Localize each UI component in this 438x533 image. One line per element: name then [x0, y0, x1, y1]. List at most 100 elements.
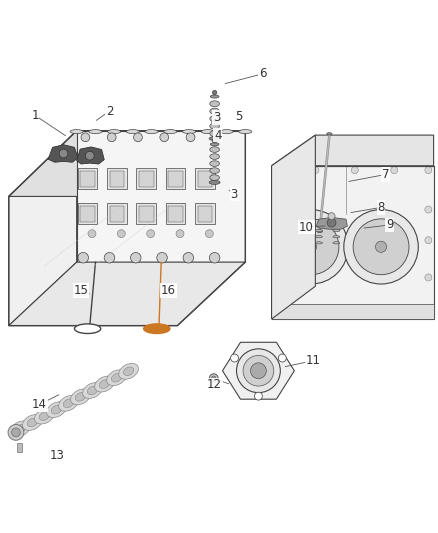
Text: 3: 3 [213, 111, 220, 124]
Bar [107, 204, 127, 224]
Ellipse shape [87, 386, 98, 395]
Ellipse shape [210, 101, 219, 107]
Circle shape [237, 349, 280, 393]
Bar [198, 206, 212, 222]
Circle shape [209, 253, 220, 263]
Circle shape [391, 167, 398, 174]
Ellipse shape [220, 130, 233, 134]
Bar [110, 171, 124, 187]
Bar [78, 204, 97, 224]
Bar [137, 168, 156, 189]
Text: 6: 6 [259, 67, 267, 80]
Circle shape [279, 354, 286, 362]
Circle shape [186, 133, 195, 142]
Ellipse shape [71, 389, 90, 405]
Circle shape [104, 253, 115, 263]
Text: 9: 9 [386, 219, 394, 231]
Polygon shape [77, 147, 104, 164]
Ellipse shape [46, 402, 66, 417]
Text: 12: 12 [207, 378, 222, 391]
Polygon shape [9, 131, 77, 326]
Ellipse shape [210, 175, 219, 180]
Text: 15: 15 [74, 284, 88, 297]
Ellipse shape [119, 364, 138, 379]
Circle shape [254, 392, 262, 400]
Bar [195, 204, 215, 224]
Ellipse shape [145, 130, 158, 134]
Text: 1: 1 [31, 109, 39, 122]
Ellipse shape [107, 370, 127, 385]
Ellipse shape [70, 130, 83, 134]
Ellipse shape [210, 123, 219, 129]
Ellipse shape [74, 324, 101, 334]
Text: 2: 2 [106, 104, 113, 117]
Circle shape [425, 237, 432, 244]
Circle shape [176, 230, 184, 238]
Polygon shape [9, 131, 245, 197]
Circle shape [85, 151, 94, 160]
Circle shape [391, 307, 398, 314]
Ellipse shape [126, 130, 139, 134]
Circle shape [212, 91, 217, 95]
Circle shape [183, 253, 194, 263]
Circle shape [275, 167, 282, 174]
Ellipse shape [83, 383, 102, 398]
Circle shape [212, 139, 217, 143]
Ellipse shape [210, 147, 219, 152]
Ellipse shape [15, 425, 25, 433]
Ellipse shape [317, 230, 322, 232]
Ellipse shape [144, 324, 170, 334]
Circle shape [283, 219, 339, 274]
Ellipse shape [210, 108, 219, 114]
Text: 3: 3 [231, 188, 238, 201]
Bar [110, 206, 124, 222]
Ellipse shape [209, 136, 220, 141]
Ellipse shape [210, 131, 219, 136]
Circle shape [131, 253, 141, 263]
Ellipse shape [164, 130, 177, 134]
Ellipse shape [210, 161, 219, 166]
Polygon shape [272, 135, 434, 166]
Circle shape [327, 219, 336, 227]
Ellipse shape [201, 130, 214, 134]
Polygon shape [9, 262, 245, 326]
Text: 13: 13 [49, 449, 64, 462]
Circle shape [147, 230, 155, 238]
Circle shape [351, 167, 358, 174]
Ellipse shape [183, 130, 196, 134]
Text: 5: 5 [235, 110, 242, 123]
Ellipse shape [59, 395, 78, 411]
Bar [78, 168, 97, 189]
Polygon shape [316, 217, 347, 229]
Circle shape [305, 241, 317, 252]
Ellipse shape [99, 380, 110, 389]
Circle shape [425, 274, 432, 281]
Circle shape [59, 149, 68, 158]
Text: 11: 11 [306, 354, 321, 367]
Text: 16: 16 [161, 284, 176, 297]
Ellipse shape [239, 130, 252, 134]
Bar [272, 304, 434, 319]
Ellipse shape [11, 421, 30, 437]
Ellipse shape [27, 418, 38, 427]
Ellipse shape [315, 230, 322, 232]
Circle shape [275, 206, 282, 213]
Bar [166, 204, 186, 224]
Bar [107, 168, 127, 189]
Polygon shape [272, 166, 434, 319]
Circle shape [107, 133, 116, 142]
Bar [17, 443, 22, 452]
Circle shape [78, 253, 88, 263]
Ellipse shape [210, 168, 219, 173]
Ellipse shape [315, 236, 322, 238]
Circle shape [230, 354, 238, 362]
Circle shape [243, 356, 274, 386]
Bar [139, 206, 153, 222]
Ellipse shape [39, 412, 49, 421]
Bar [81, 171, 95, 187]
Circle shape [328, 213, 335, 220]
Ellipse shape [327, 133, 332, 135]
Bar [139, 171, 153, 187]
Bar [195, 168, 215, 189]
Ellipse shape [315, 242, 322, 244]
